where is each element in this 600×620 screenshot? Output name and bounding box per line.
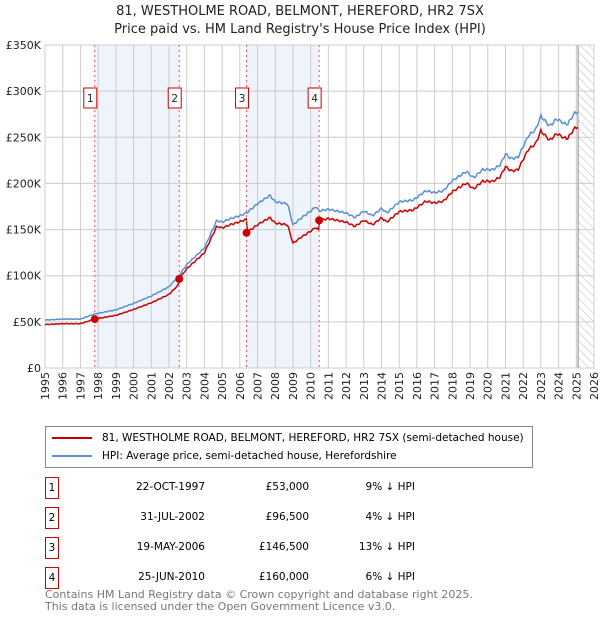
sale-date: 25-JUN-2010 — [138, 571, 205, 583]
sale-number-badge: 1 — [45, 477, 59, 499]
footer-line-2: This data is licensed under the Open Gov… — [45, 600, 396, 613]
x-tick-label: 2026 — [588, 372, 600, 400]
sale-point — [175, 274, 184, 283]
x-tick-label: 2015 — [393, 372, 406, 400]
legend: 81, WESTHOLME ROAD, BELMONT, HEREFORD, H… — [45, 426, 533, 468]
legend-label-property: 81, WESTHOLME ROAD, BELMONT, HEREFORD, H… — [102, 432, 524, 444]
x-tick-label: 2011 — [322, 372, 335, 400]
plot-area: 1995 1996 1997 1998 1999 2000 2001 2002 2003 2004… — [6, 39, 600, 400]
sale-label-box — [167, 87, 182, 109]
x-tick-label: 2006 — [234, 372, 247, 400]
y-tick-label: £350K — [6, 39, 42, 52]
sale-price: £53,000 — [265, 481, 309, 493]
sale-price: £96,500 — [265, 511, 309, 523]
x-tick-label: 1997 — [74, 372, 87, 400]
x-tick-label: 2018 — [446, 372, 459, 400]
forecast-hatch — [578, 45, 594, 368]
sale-hpi-diff: 4% ↓ HPI — [365, 511, 415, 523]
sale-point — [90, 315, 99, 324]
sale-date: 19-MAY-2006 — [136, 541, 205, 553]
x-tick-label: 1995 — [39, 372, 52, 400]
y-tick-label: £200K — [6, 177, 42, 190]
x-tick-label: 2016 — [411, 372, 424, 400]
sale-point — [242, 228, 251, 237]
y-tick-label: £50K — [13, 316, 42, 329]
sale-point — [315, 216, 324, 225]
sale-hpi-diff: 9% ↓ HPI — [365, 481, 415, 493]
x-tick-label: 2013 — [358, 372, 371, 400]
sale-price: £146,500 — [258, 541, 309, 553]
y-tick-label: £0 — [27, 362, 41, 375]
sale-label: 2 — [171, 93, 178, 105]
sale-label-box — [83, 87, 98, 109]
legend-swatch-red — [52, 437, 92, 439]
x-tick-label: 2025 — [570, 372, 583, 400]
x-tick-label: 2020 — [482, 372, 495, 400]
x-tick-label: 2023 — [535, 372, 548, 400]
chart-title: 81, WESTHOLME ROAD, BELMONT, HEREFORD, H… — [116, 4, 484, 19]
sale-date: 31-JUL-2002 — [140, 511, 205, 523]
x-tick-label: 1996 — [57, 372, 70, 400]
x-tick-label: 2024 — [553, 372, 566, 400]
legend-swatch-blue — [52, 455, 92, 457]
x-tick-label: 2017 — [429, 372, 442, 400]
x-tick-label: 2014 — [375, 372, 388, 400]
sale-number-badge: 3 — [45, 537, 59, 559]
y-tick-label: £300K — [6, 85, 42, 98]
hpi-line — [44, 110, 579, 321]
sale-label-box — [235, 87, 250, 109]
x-tick-label: 2010 — [305, 372, 318, 400]
x-tick-label: 1998 — [92, 372, 105, 400]
sale-hpi-diff: 13% ↓ HPI — [358, 541, 415, 553]
x-tick-label: 2007 — [252, 372, 265, 400]
y-tick-label: £100K — [6, 270, 42, 283]
sale-hpi-diff: 6% ↓ HPI — [365, 571, 415, 583]
x-tick-label: 2009 — [287, 372, 300, 400]
sale-label: 4 — [311, 93, 318, 105]
x-tick-label: 1999 — [110, 372, 123, 400]
footer: Contains HM Land Registry data © Crown c… — [45, 589, 473, 613]
sale-label: 1 — [87, 93, 94, 105]
x-tick-label: 2000 — [128, 372, 141, 400]
chart-subtitle: Price paid vs. HM Land Registry's House … — [114, 22, 486, 37]
sale-label: 3 — [239, 93, 246, 105]
sale-number-badge: 4 — [45, 567, 59, 589]
sale-label-box — [307, 87, 322, 109]
legend-label-hpi: HPI: Average price, semi-detached house,… — [102, 450, 397, 462]
sale-date: 22-OCT-1997 — [136, 481, 205, 493]
x-tick-label: 2019 — [464, 372, 477, 400]
x-tick-label: 2022 — [517, 372, 530, 400]
sale-price: £160,000 — [258, 571, 309, 583]
x-tick-label: 2002 — [163, 372, 176, 400]
shaded-period — [94, 45, 180, 368]
x-tick-label: 2001 — [145, 372, 158, 400]
x-tick-label: 2004 — [198, 372, 211, 400]
shaded-period — [246, 45, 320, 368]
y-tick-label: £250K — [6, 131, 42, 144]
x-tick-label: 2005 — [216, 372, 229, 400]
sale-number-badge: 2 — [45, 507, 59, 529]
x-tick-label: 2012 — [340, 372, 353, 400]
price-paid-line — [44, 125, 579, 326]
x-tick-label: 2021 — [499, 372, 512, 400]
x-tick-label: 2008 — [269, 372, 282, 400]
y-tick-label: £150K — [6, 224, 42, 237]
footer-line-1: Contains HM Land Registry data © Crown c… — [45, 588, 473, 601]
x-tick-label: 2003 — [181, 372, 194, 400]
